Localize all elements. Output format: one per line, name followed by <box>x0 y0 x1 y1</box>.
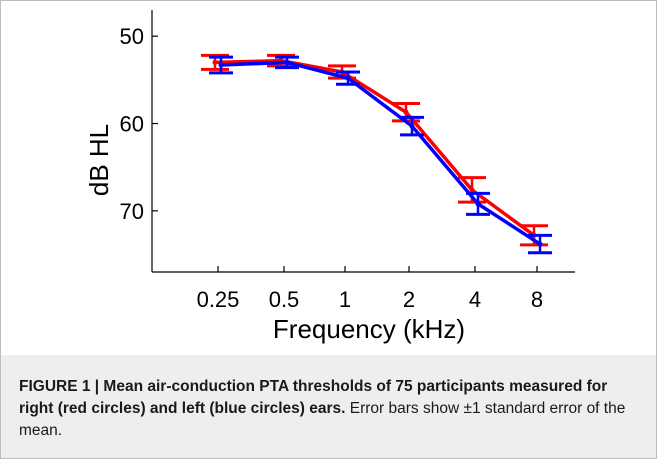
data-point <box>218 62 224 68</box>
data-point <box>469 187 475 193</box>
x-tick-label: 8 <box>531 287 543 312</box>
data-point <box>284 59 290 65</box>
series-group <box>209 55 552 255</box>
caption-band <box>1 355 656 458</box>
data-point <box>409 123 415 129</box>
x-tick-label: 0.5 <box>269 287 300 312</box>
chart-axes: 50 60 70 0.25 0.5 1 2 4 8 <box>120 10 575 312</box>
data-point <box>537 241 543 247</box>
series-line <box>220 60 541 246</box>
x-tick-label: 1 <box>339 287 351 312</box>
data-point <box>403 109 409 115</box>
x-tick-label: 0.25 <box>197 287 240 312</box>
series-line <box>214 58 536 237</box>
x-tick-label: 2 <box>403 287 415 312</box>
data-point <box>345 75 351 81</box>
caption-text: Error bars show ±1 standard error of the… <box>19 400 626 439</box>
y-axis-title: dB HL <box>84 124 114 196</box>
line-chart: 50 60 70 0.25 0.5 1 2 4 8 dB HL Frequency (kHz) <box>84 10 575 344</box>
data-point <box>475 201 481 207</box>
y-tick-label: 50 <box>120 24 144 49</box>
series-group <box>201 53 548 247</box>
y-tick-label: 60 <box>120 112 144 137</box>
data-point <box>212 59 218 65</box>
x-axis-title: Frequency (kHz) <box>273 314 465 344</box>
x-tick-label: 4 <box>469 287 481 312</box>
y-tick-label: 70 <box>120 199 144 224</box>
chart-series <box>201 53 552 255</box>
caption-title: FIGURE 1 | Mean air-conduction PTA thres… <box>19 378 608 417</box>
figure-caption: FIGURE 1 | Mean air-conduction PTA thres… <box>19 376 639 442</box>
